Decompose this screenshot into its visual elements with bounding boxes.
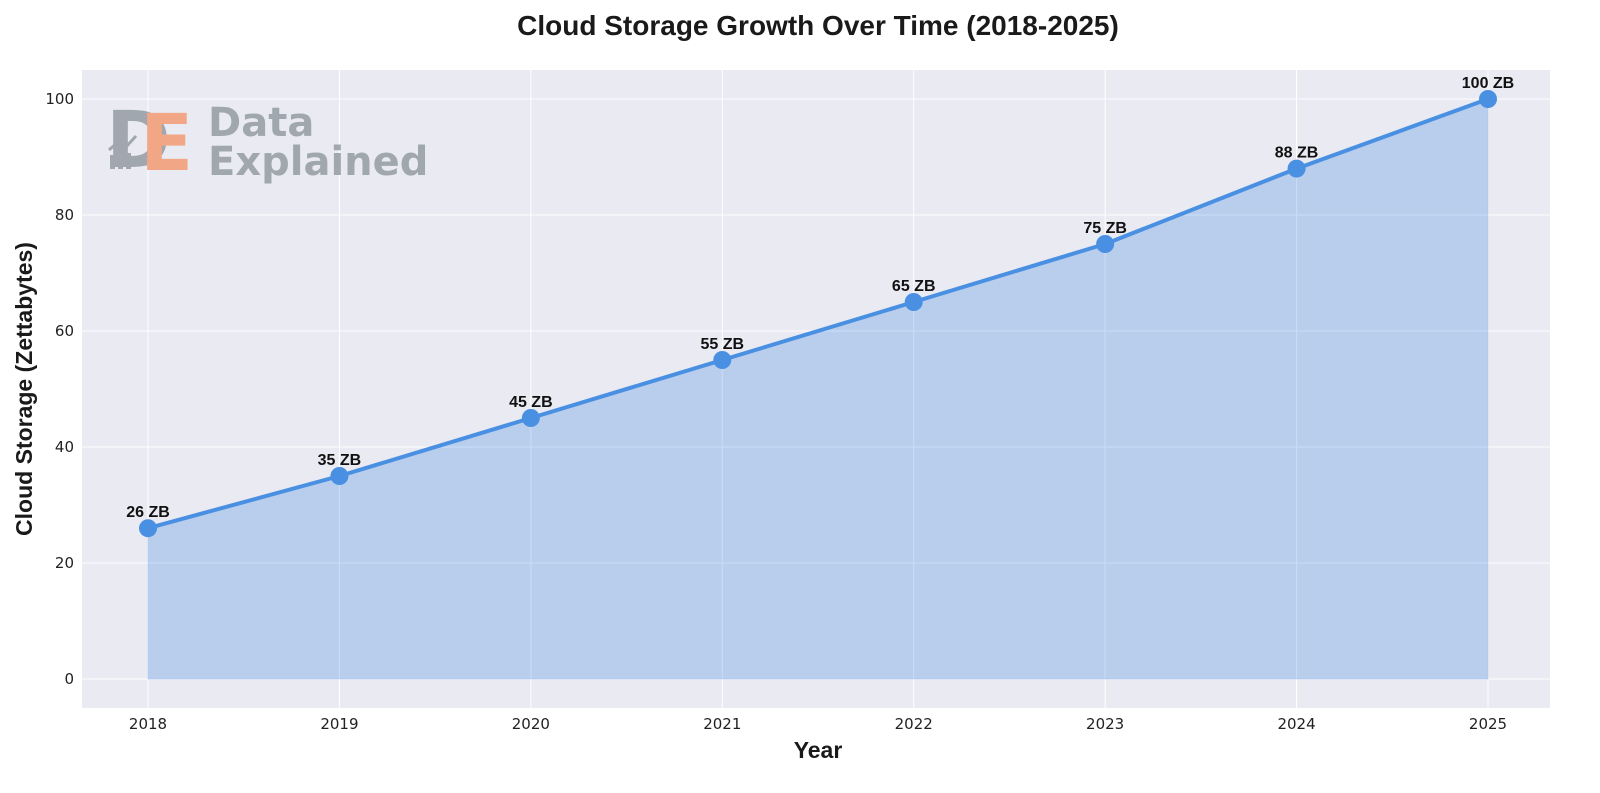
plot-area: [82, 70, 1550, 708]
y-tick-label: 40: [55, 438, 74, 456]
data-label: 75 ZB: [1083, 220, 1127, 237]
x-tick-label: 2021: [703, 715, 741, 733]
data-point: [1479, 90, 1497, 108]
logo-word-data: Data: [208, 100, 314, 146]
watermark-logo: D E Data Explained: [106, 96, 428, 189]
data-point: [1096, 235, 1115, 253]
data-points: [139, 90, 1497, 538]
y-axis-label: Cloud Storage (Zettabytes): [11, 242, 37, 536]
data-point: [713, 351, 732, 369]
logo-letter-e: E: [140, 99, 193, 189]
series-polyline: [147, 97, 1489, 531]
data-point: [904, 293, 923, 311]
data-label: 65 ZB: [892, 278, 936, 295]
data-labels: 26 ZB 35 ZB 45 ZB 55 ZB 65 ZB 75 ZB 88 ZB 100 Z…: [126, 75, 1514, 521]
x-tick-label: 2018: [129, 715, 167, 733]
x-tick-label: 2023: [1086, 715, 1124, 733]
series-line: [147, 97, 1489, 531]
y-tick-label: 0: [64, 670, 74, 688]
data-label: 88 ZB: [1275, 145, 1319, 162]
y-tick-label: 100: [45, 90, 74, 108]
y-axis-ticks: 0 20 40 60 80 100: [45, 90, 74, 688]
x-tick-label: 2020: [512, 715, 550, 733]
data-point: [1287, 159, 1306, 178]
data-point: [330, 467, 349, 485]
data-label: 26 ZB: [126, 504, 170, 521]
logo-word-explained: Explained: [208, 139, 428, 185]
data-label: 55 ZB: [700, 336, 744, 353]
data-label: 35 ZB: [318, 452, 362, 469]
data-point: [139, 519, 157, 538]
data-label: 45 ZB: [509, 394, 553, 411]
x-tick-label: 2022: [895, 715, 933, 733]
x-tick-label: 2025: [1469, 715, 1507, 733]
grid-lines: [82, 70, 1550, 708]
x-axis-ticks: 2018 2019 2020 2021 2022 2023 2024 2025: [129, 715, 1507, 733]
logo-letter-d: D: [106, 96, 171, 186]
bar-chart-icon: [108, 134, 138, 169]
y-tick-label: 20: [55, 554, 74, 572]
x-tick-label: 2024: [1277, 715, 1315, 733]
x-tick-label: 2019: [320, 715, 358, 733]
y-tick-label: 80: [55, 206, 74, 224]
y-tick-label: 60: [55, 322, 74, 340]
data-label: 100 ZB: [1462, 75, 1514, 92]
x-axis-label: Year: [794, 737, 843, 763]
chart-title: Cloud Storage Growth Over Time (2018-202…: [517, 10, 1119, 41]
data-point: [521, 409, 540, 427]
